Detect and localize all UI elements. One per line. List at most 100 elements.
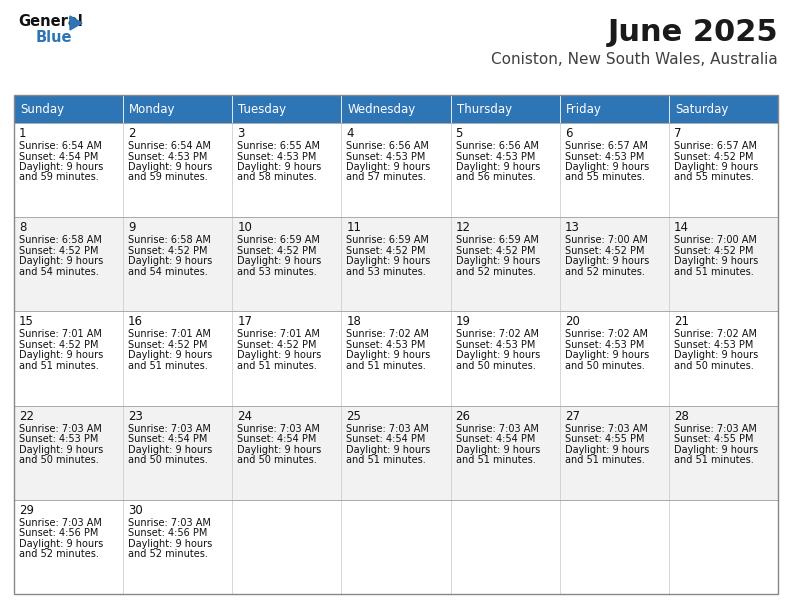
Text: Sunset: 4:54 PM: Sunset: 4:54 PM bbox=[238, 434, 317, 444]
Text: Daylight: 9 hours: Daylight: 9 hours bbox=[19, 539, 103, 549]
Bar bbox=[669, 95, 778, 123]
Text: 30: 30 bbox=[128, 504, 143, 517]
Text: Sunset: 4:54 PM: Sunset: 4:54 PM bbox=[128, 434, 208, 444]
Text: Sunset: 4:54 PM: Sunset: 4:54 PM bbox=[19, 152, 98, 162]
Text: Daylight: 9 hours: Daylight: 9 hours bbox=[128, 256, 212, 266]
Text: 14: 14 bbox=[674, 221, 689, 234]
Text: Sunrise: 7:03 AM: Sunrise: 7:03 AM bbox=[565, 424, 648, 433]
Text: Sunrise: 6:58 AM: Sunrise: 6:58 AM bbox=[19, 235, 102, 245]
Text: 15: 15 bbox=[19, 315, 34, 329]
Bar bbox=[123, 406, 232, 500]
Text: Sunrise: 6:54 AM: Sunrise: 6:54 AM bbox=[19, 141, 102, 151]
Bar bbox=[451, 406, 560, 500]
Text: 17: 17 bbox=[238, 315, 253, 329]
Text: Sunset: 4:56 PM: Sunset: 4:56 PM bbox=[128, 528, 208, 539]
Text: Sunrise: 7:03 AM: Sunrise: 7:03 AM bbox=[455, 424, 539, 433]
Text: Sunrise: 6:59 AM: Sunrise: 6:59 AM bbox=[346, 235, 429, 245]
Text: Sunset: 4:55 PM: Sunset: 4:55 PM bbox=[565, 434, 644, 444]
Text: Sunset: 4:53 PM: Sunset: 4:53 PM bbox=[346, 340, 426, 350]
Text: and 55 minutes.: and 55 minutes. bbox=[565, 173, 645, 182]
Text: Daylight: 9 hours: Daylight: 9 hours bbox=[565, 162, 649, 172]
Bar bbox=[341, 312, 451, 406]
Text: Sunset: 4:56 PM: Sunset: 4:56 PM bbox=[19, 528, 98, 539]
Bar bbox=[669, 123, 778, 217]
Text: 29: 29 bbox=[19, 504, 34, 517]
Bar bbox=[232, 95, 341, 123]
Text: Sunrise: 6:56 AM: Sunrise: 6:56 AM bbox=[455, 141, 539, 151]
Text: 9: 9 bbox=[128, 221, 135, 234]
Text: Daylight: 9 hours: Daylight: 9 hours bbox=[455, 351, 540, 360]
Text: Sunrise: 7:02 AM: Sunrise: 7:02 AM bbox=[674, 329, 757, 340]
Text: Daylight: 9 hours: Daylight: 9 hours bbox=[674, 256, 758, 266]
Text: Sunset: 4:52 PM: Sunset: 4:52 PM bbox=[346, 245, 426, 256]
Text: Sunrise: 7:02 AM: Sunrise: 7:02 AM bbox=[565, 329, 648, 340]
Text: and 50 minutes.: and 50 minutes. bbox=[19, 455, 99, 465]
Bar bbox=[123, 123, 232, 217]
Bar bbox=[560, 217, 669, 312]
Text: Sunrise: 7:01 AM: Sunrise: 7:01 AM bbox=[128, 329, 211, 340]
Bar bbox=[123, 95, 232, 123]
Text: and 51 minutes.: and 51 minutes. bbox=[19, 361, 99, 371]
Text: Daylight: 9 hours: Daylight: 9 hours bbox=[565, 351, 649, 360]
Text: Sunrise: 7:03 AM: Sunrise: 7:03 AM bbox=[128, 424, 211, 433]
Text: Sunset: 4:53 PM: Sunset: 4:53 PM bbox=[674, 340, 753, 350]
Text: and 51 minutes.: and 51 minutes. bbox=[238, 361, 317, 371]
Text: and 53 minutes.: and 53 minutes. bbox=[346, 267, 426, 277]
Text: Sunset: 4:52 PM: Sunset: 4:52 PM bbox=[19, 340, 98, 350]
Text: Sunset: 4:52 PM: Sunset: 4:52 PM bbox=[674, 152, 753, 162]
Text: Sunrise: 7:03 AM: Sunrise: 7:03 AM bbox=[128, 518, 211, 528]
Text: 4: 4 bbox=[346, 127, 354, 140]
Text: Sunset: 4:54 PM: Sunset: 4:54 PM bbox=[455, 434, 535, 444]
Text: Sunset: 4:53 PM: Sunset: 4:53 PM bbox=[19, 434, 98, 444]
Text: Sunset: 4:53 PM: Sunset: 4:53 PM bbox=[455, 340, 535, 350]
Text: June 2025: June 2025 bbox=[607, 18, 778, 47]
Text: Sunset: 4:53 PM: Sunset: 4:53 PM bbox=[238, 152, 317, 162]
Text: Tuesday: Tuesday bbox=[238, 102, 287, 116]
Bar bbox=[123, 500, 232, 594]
Text: Monday: Monday bbox=[129, 102, 176, 116]
Text: 2: 2 bbox=[128, 127, 135, 140]
Text: Daylight: 9 hours: Daylight: 9 hours bbox=[346, 351, 431, 360]
Bar bbox=[123, 217, 232, 312]
Text: Sunset: 4:52 PM: Sunset: 4:52 PM bbox=[674, 245, 753, 256]
Text: Sunrise: 6:59 AM: Sunrise: 6:59 AM bbox=[455, 235, 539, 245]
Text: Daylight: 9 hours: Daylight: 9 hours bbox=[238, 351, 322, 360]
Text: Daylight: 9 hours: Daylight: 9 hours bbox=[128, 351, 212, 360]
Text: Daylight: 9 hours: Daylight: 9 hours bbox=[19, 256, 103, 266]
Text: and 51 minutes.: and 51 minutes. bbox=[565, 455, 645, 465]
Text: Wednesday: Wednesday bbox=[348, 102, 416, 116]
Polygon shape bbox=[70, 16, 82, 30]
Text: Daylight: 9 hours: Daylight: 9 hours bbox=[346, 162, 431, 172]
Text: Sunset: 4:52 PM: Sunset: 4:52 PM bbox=[565, 245, 644, 256]
Text: and 54 minutes.: and 54 minutes. bbox=[128, 267, 208, 277]
Text: 12: 12 bbox=[455, 221, 470, 234]
Text: 28: 28 bbox=[674, 409, 689, 423]
Bar bbox=[451, 500, 560, 594]
Text: Sunset: 4:52 PM: Sunset: 4:52 PM bbox=[19, 245, 98, 256]
Text: 26: 26 bbox=[455, 409, 470, 423]
Bar bbox=[14, 95, 778, 594]
Text: Friday: Friday bbox=[565, 102, 602, 116]
Text: General: General bbox=[18, 14, 82, 29]
Text: Sunrise: 7:00 AM: Sunrise: 7:00 AM bbox=[565, 235, 648, 245]
Text: and 51 minutes.: and 51 minutes. bbox=[455, 455, 535, 465]
Text: and 52 minutes.: and 52 minutes. bbox=[455, 267, 535, 277]
Text: and 51 minutes.: and 51 minutes. bbox=[346, 455, 426, 465]
Text: 6: 6 bbox=[565, 127, 572, 140]
Bar bbox=[341, 95, 451, 123]
Text: Daylight: 9 hours: Daylight: 9 hours bbox=[455, 444, 540, 455]
Text: Sunrise: 7:00 AM: Sunrise: 7:00 AM bbox=[674, 235, 756, 245]
Text: Daylight: 9 hours: Daylight: 9 hours bbox=[238, 256, 322, 266]
Text: Sunset: 4:53 PM: Sunset: 4:53 PM bbox=[565, 340, 644, 350]
Text: Daylight: 9 hours: Daylight: 9 hours bbox=[19, 444, 103, 455]
Text: Sunset: 4:52 PM: Sunset: 4:52 PM bbox=[128, 245, 208, 256]
Text: 24: 24 bbox=[238, 409, 253, 423]
Text: Sunrise: 6:56 AM: Sunrise: 6:56 AM bbox=[346, 141, 429, 151]
Text: and 50 minutes.: and 50 minutes. bbox=[455, 361, 535, 371]
Text: 10: 10 bbox=[238, 221, 252, 234]
Text: 7: 7 bbox=[674, 127, 681, 140]
Bar bbox=[123, 312, 232, 406]
Text: Sunrise: 6:55 AM: Sunrise: 6:55 AM bbox=[238, 141, 320, 151]
Text: Sunset: 4:52 PM: Sunset: 4:52 PM bbox=[128, 340, 208, 350]
Text: Sunset: 4:54 PM: Sunset: 4:54 PM bbox=[346, 434, 426, 444]
